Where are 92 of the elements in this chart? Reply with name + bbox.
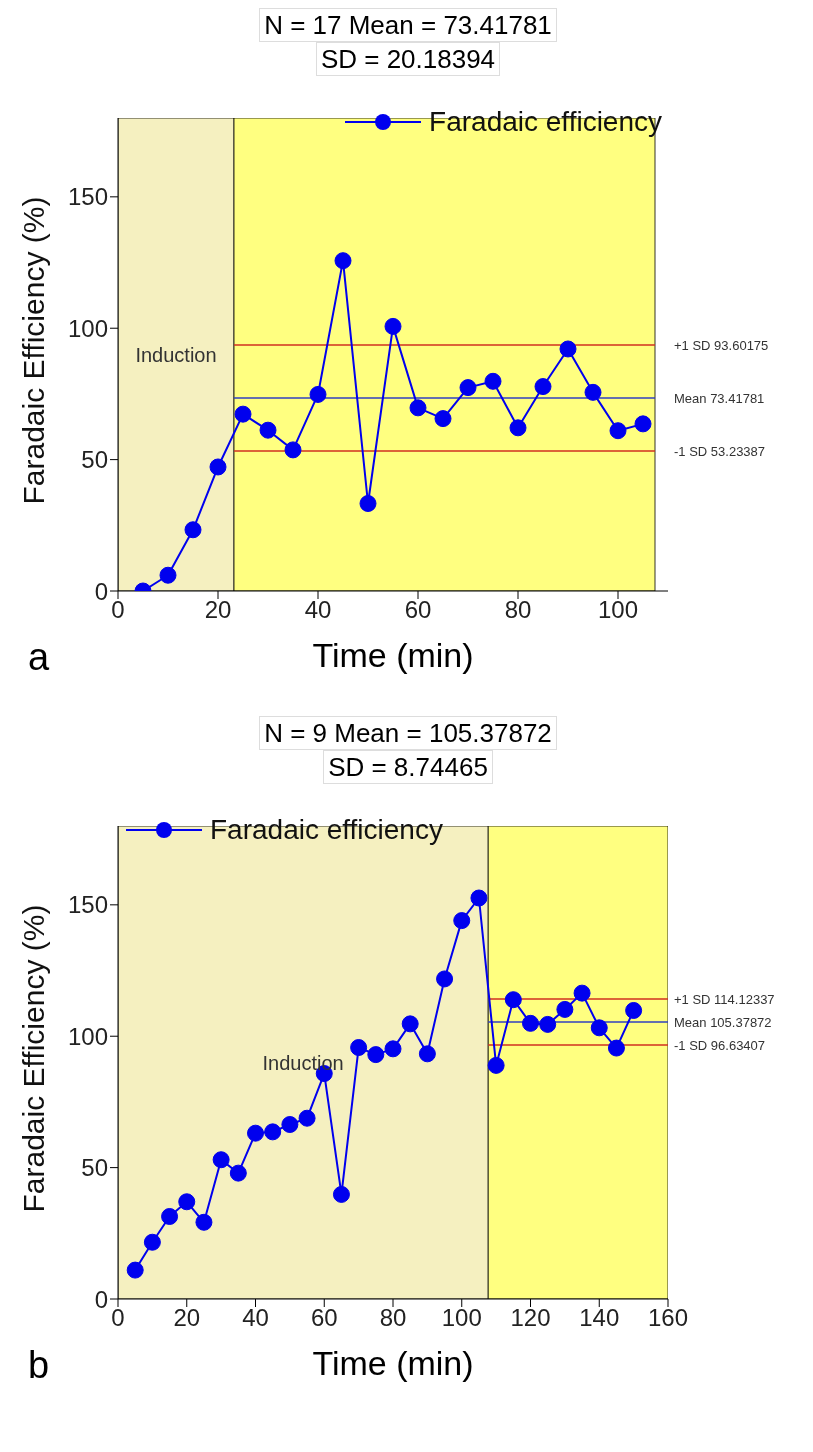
point [470,889,488,907]
point [298,1109,316,1127]
ref-line-label: +1 SD 114.12337 [674,992,775,1008]
point [534,378,552,396]
ref-line-label: Mean 73.41781 [674,391,765,407]
x-tick-label: 80 [379,1304,407,1332]
point [625,1001,643,1019]
ref-line-label: -1 SD 53.23387 [674,444,766,460]
point [359,495,377,512]
point [584,383,602,401]
x-tick-label: 60 [404,596,432,624]
point [367,1046,385,1064]
point [384,317,402,335]
point [178,1193,196,1211]
point [509,419,527,437]
x-tick-label: 80 [504,596,532,624]
chart-subtitle: SD = 8.74465 [323,750,493,784]
x-tick-label: 20 [204,596,232,624]
x-tick-label: 20 [173,1304,201,1332]
y-tick-label: 0 [94,1285,108,1313]
x-tick-label: 0 [111,1304,125,1332]
ref-line-label: -1 SD 96.63407 [674,1038,766,1054]
point [573,984,591,1002]
point [284,441,302,459]
y-tick-label: 150 [67,183,108,211]
point [634,415,652,433]
x-tick-label: 0 [111,596,125,624]
band-label: Induction [135,343,217,366]
x-tick-label: 100 [597,596,639,624]
point [229,1164,247,1182]
point [184,521,202,539]
point [161,1207,179,1225]
point [281,1116,299,1134]
point [539,1015,557,1033]
y-tick-label: 150 [67,891,108,919]
chart-title: N = 9 Mean = 105.37872 [259,716,557,750]
x-tick-label: 100 [441,1304,482,1332]
chart-subtitle: SD = 20.18394 [315,42,501,76]
y-axis-title: Faradaic Efficiency (%) [16,196,50,505]
point [484,372,502,390]
legend-label: Faradaic efficiency [210,814,443,846]
x-tick-label: 40 [242,1304,269,1332]
point [143,1233,161,1251]
point [401,1015,419,1033]
point [259,421,277,439]
point [418,1045,436,1063]
point [609,422,627,440]
y-tick-label: 50 [81,446,108,474]
x-tick-label: 40 [304,596,332,624]
point [209,458,227,476]
y-axis-title: Faradaic Efficiency (%) [16,904,50,1213]
x-axis-title: Time (min) [312,636,474,674]
y-tick-label: 100 [67,314,108,342]
x-tick-label: 60 [310,1304,338,1332]
legend-label: Faradaic efficiency [429,106,662,138]
point [504,991,522,1009]
x-tick-label: 120 [510,1304,551,1332]
chart-title: N = 17 Mean = 73.41781 [259,8,557,42]
point [487,1056,505,1074]
point [212,1151,230,1169]
point [590,1019,608,1037]
point [559,340,577,358]
point [556,1000,574,1018]
point [436,970,454,988]
point [159,566,177,584]
point [309,385,327,403]
x-axis-title: Time (min) [312,1344,474,1382]
point [247,1124,264,1142]
ref-line-label: +1 SD 93.60175 [674,338,769,354]
point [195,1213,213,1231]
text: a [28,636,50,679]
x-tick-label: 140 [579,1304,620,1332]
y-tick-label: 100 [67,1022,108,1050]
band-label: Induction [262,1051,344,1074]
point [334,252,352,270]
ref-line-label: Mean 105.37872 [674,1015,772,1031]
point [126,1261,144,1279]
point [384,1040,402,1058]
text: b [28,1344,50,1387]
point [453,912,471,930]
point [350,1039,368,1057]
point [264,1123,282,1141]
x-tick-label: 160 [647,1304,689,1332]
point [434,410,452,428]
point [409,399,427,417]
point [522,1014,539,1032]
y-tick-label: 0 [94,577,108,605]
point [459,379,477,397]
point [332,1185,350,1203]
y-tick-label: 50 [81,1154,108,1182]
point [234,405,252,423]
point [607,1039,625,1057]
